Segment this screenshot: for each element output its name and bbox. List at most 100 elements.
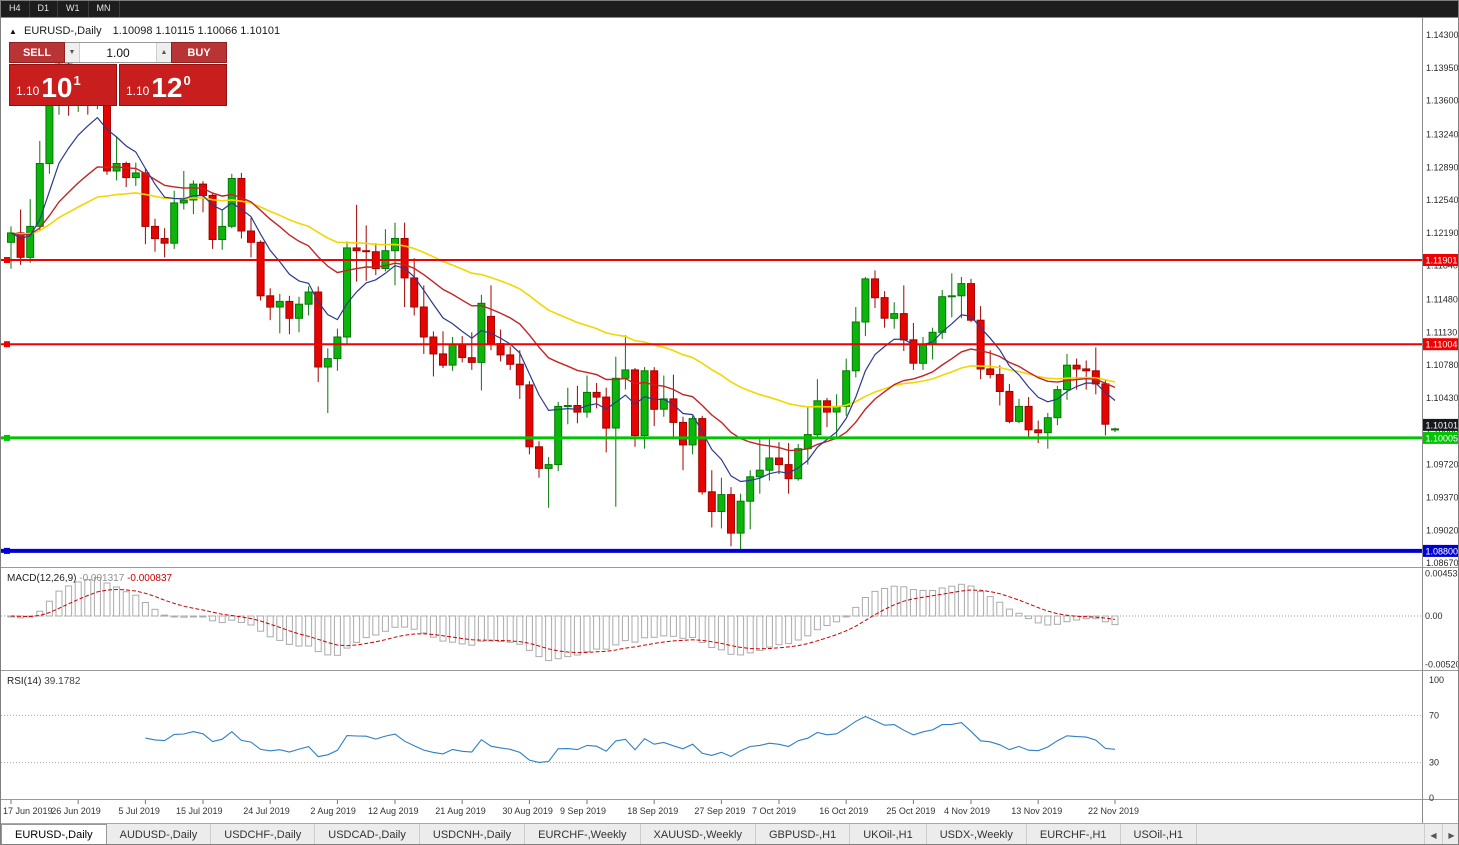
svg-text:4 Nov 2019: 4 Nov 2019 [944,806,990,816]
volume-field: ▼ ▲ [65,42,171,63]
chart-tab[interactable]: UKOil-,H1 [850,824,927,844]
chart-tab[interactable]: GBPUSD-,H1 [756,824,851,844]
svg-text:24 Jul 2019: 24 Jul 2019 [243,806,290,816]
svg-text:7 Oct 2019: 7 Oct 2019 [752,806,796,816]
buy-button[interactable]: BUY [171,42,227,63]
svg-text:1.10780: 1.10780 [1426,360,1459,370]
macd-signal-line [10,588,1116,654]
svg-text:1.13600: 1.13600 [1426,96,1459,106]
pane-splitter-macd[interactable] [1,566,1458,569]
chart-window: 1.14300 1.13950 1.13600 1.13240 1.12890 1.125… [1,17,1459,824]
svg-text:1.09370: 1.09370 [1426,492,1459,502]
svg-text:13 Nov 2019: 13 Nov 2019 [1011,806,1062,816]
chart-header: ▲ EURUSD-,Daily 1.10098 1.10115 1.10066 … [9,25,280,37]
price-axis-badges: 1.10101 1.11901 1.11004 1.10005 1.08800 [1423,254,1459,557]
chart-tab[interactable]: AUDUSD-,Daily [107,824,212,844]
pane-borders [1,18,1458,824]
chart-ohlc-values: 1.10098 1.10115 1.10066 1.10101 [112,25,281,37]
horizontal-level-lines[interactable] [1,257,1422,554]
svg-text:22 Nov 2019: 22 Nov 2019 [1088,806,1139,816]
volume-increase-button[interactable]: ▲ [156,43,171,62]
timeframe-button-h4[interactable]: H4 [1,1,30,17]
chart-tab[interactable]: EURCHF-,H1 [1027,824,1121,844]
one-click-trading-panel: SELL ▼ ▲ BUY 1.10 10 1 1.10 12 0 [9,42,227,106]
chevron-left-icon: ◀ [1430,830,1437,840]
svg-text:-0.00520: -0.00520 [1425,660,1459,670]
chart-symbol-label: EURUSD-,Daily [23,25,102,37]
chart-tab[interactable]: EURCHF-,Weekly [525,824,641,844]
svg-text:21 Aug 2019: 21 Aug 2019 [435,806,486,816]
tabs-scroll-right-button[interactable]: ▶ [1442,824,1458,844]
svg-text:16 Oct 2019: 16 Oct 2019 [819,806,868,816]
svg-text:12 Aug 2019: 12 Aug 2019 [368,806,419,816]
rsi-axis: 100 70 30 0 [1429,675,1444,803]
rsi-pane [1,714,1422,764]
chart-tab[interactable]: USDCNH-,Daily [420,824,526,844]
svg-text:9 Sep 2019: 9 Sep 2019 [560,806,606,816]
svg-text:1.14300: 1.14300 [1426,30,1459,40]
sell-price-prefix: 1.10 [16,84,40,98]
tabs-scroll-left-button[interactable]: ◀ [1424,824,1442,844]
svg-text:5 Jul 2019: 5 Jul 2019 [118,806,160,816]
chart-tab[interactable]: USDCHF-,Daily [211,824,316,844]
macd-pane [1,577,1422,662]
svg-text:1.11130: 1.11130 [1426,327,1457,337]
chart-tab[interactable]: XAUUSD-,Weekly [641,824,756,844]
chart-canvas[interactable]: 1.14300 1.13950 1.13600 1.13240 1.12890 1.125… [1,18,1459,824]
macd-axis: 0.004536 0.00 -0.00520 [1425,569,1459,670]
pane-splitter-dates[interactable] [1,798,1458,801]
sell-price-panel[interactable]: 1.10 10 1 [9,64,117,106]
timeframe-button-w1[interactable]: W1 [58,1,89,17]
svg-text:1.09720: 1.09720 [1426,460,1459,470]
volume-input[interactable] [80,43,156,62]
timeframe-toolbar: H4 D1 W1 MN [1,1,1458,17]
rsi-label: RSI(14) 39.1782 [7,676,81,687]
svg-text:0.004536: 0.004536 [1425,569,1459,579]
svg-text:17 Jun 2019: 17 Jun 2019 [3,806,53,816]
svg-text:1.08800: 1.08800 [1426,546,1459,556]
svg-text:1.12890: 1.12890 [1426,162,1459,172]
buy-price-point: 0 [183,73,191,88]
svg-text:27 Sep 2019: 27 Sep 2019 [694,806,745,816]
volume-up-icon: ▲ [160,49,168,56]
chevron-right-icon: ▶ [1448,830,1455,840]
svg-text:1.13950: 1.13950 [1426,63,1459,73]
chart-tabs-bar: EURUSD-,Daily AUDUSD-,Daily USDCHF-,Daily U… [1,823,1458,844]
candles-layer [7,51,1119,552]
timeframe-button-d1[interactable]: D1 [30,1,59,17]
svg-text:26 Jun 2019: 26 Jun 2019 [51,806,101,816]
svg-text:1.11480: 1.11480 [1426,295,1458,305]
chart-tab[interactable]: USDX-,Weekly [927,824,1027,844]
sell-button[interactable]: SELL [9,42,65,63]
svg-text:15 Jul 2019: 15 Jul 2019 [176,806,223,816]
buy-price-prefix: 1.10 [126,84,150,98]
svg-text:1.10005: 1.10005 [1426,433,1459,443]
svg-text:1.09020: 1.09020 [1426,525,1459,535]
buy-price-panel[interactable]: 1.10 12 0 [119,64,227,106]
pane-splitter-rsi[interactable] [1,669,1458,672]
svg-text:100: 100 [1429,675,1444,685]
ma-mid-line [10,166,1116,452]
svg-text:1.11901: 1.11901 [1426,256,1458,266]
one-click-toggle-icon[interactable]: ▲ [9,27,17,36]
volume-decrease-button[interactable]: ▼ [65,43,80,62]
moving-averages-layer [10,116,1116,483]
svg-text:25 Oct 2019: 25 Oct 2019 [886,806,935,816]
svg-text:1.11004: 1.11004 [1426,340,1458,350]
timeframe-button-mn[interactable]: MN [89,1,120,17]
svg-text:1.10101: 1.10101 [1426,420,1459,430]
price-axis: 1.14300 1.13950 1.13600 1.13240 1.12890 1.125… [1426,30,1459,568]
svg-text:30: 30 [1429,758,1439,768]
chart-tab[interactable]: USOil-,H1 [1121,824,1198,844]
buy-price-pips: 12 [151,72,183,103]
ma-slow-line [10,192,1116,408]
chart-tab[interactable]: EURUSD-,Daily [1,824,107,844]
rsi-line [145,715,1116,763]
svg-text:0: 0 [1429,793,1434,803]
svg-text:0.00: 0.00 [1425,611,1443,621]
sell-price-pips: 10 [41,72,73,103]
macd-label: MACD(12,26,9) -0.001317 -0.000837 [7,573,173,584]
chart-tab[interactable]: USDCAD-,Daily [315,824,420,844]
